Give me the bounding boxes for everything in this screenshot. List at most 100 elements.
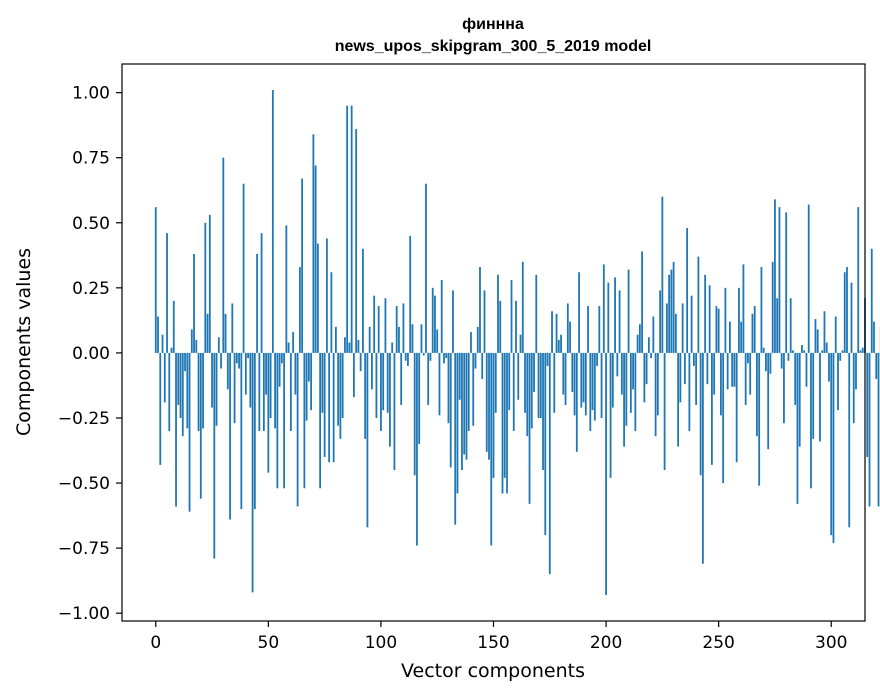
x-axis-ticks: 0 50 100 150 200 250 300 bbox=[150, 621, 847, 653]
bar bbox=[661, 196, 664, 353]
bar bbox=[650, 352, 653, 359]
bar bbox=[859, 350, 862, 353]
bar bbox=[609, 352, 612, 478]
bar bbox=[271, 90, 274, 353]
bar bbox=[771, 261, 774, 353]
bar bbox=[391, 342, 394, 353]
bar bbox=[159, 352, 162, 465]
bar bbox=[440, 280, 443, 353]
bar bbox=[753, 306, 756, 353]
bar bbox=[828, 352, 830, 382]
x-tick-label: 250 bbox=[702, 633, 734, 653]
bar bbox=[600, 352, 603, 418]
bar bbox=[785, 212, 788, 353]
bar bbox=[598, 306, 601, 353]
bar bbox=[357, 339, 360, 353]
bar bbox=[425, 183, 427, 353]
bar bbox=[222, 157, 225, 353]
bar bbox=[436, 329, 439, 353]
bar bbox=[681, 303, 684, 353]
bar bbox=[747, 352, 749, 364]
bar bbox=[341, 352, 344, 418]
y-axis-ticks: −1.00 −0.75 −0.50 −0.25 0.00 0.25 0.50 0.75 1.00 bbox=[58, 84, 122, 624]
bar bbox=[535, 274, 538, 353]
bar bbox=[677, 352, 680, 447]
y-tick-label: 1.00 bbox=[72, 84, 110, 104]
bar bbox=[548, 352, 551, 575]
bar bbox=[481, 352, 484, 379]
bar bbox=[560, 334, 562, 353]
bar bbox=[717, 308, 720, 353]
bar bbox=[688, 352, 691, 431]
bar bbox=[197, 352, 200, 431]
chart-title-line-1: финнна bbox=[462, 16, 524, 33]
bar bbox=[674, 313, 677, 353]
bar bbox=[362, 248, 364, 353]
bar bbox=[530, 352, 533, 429]
bar bbox=[634, 352, 637, 431]
bar bbox=[508, 352, 511, 411]
bar bbox=[519, 334, 522, 353]
bar bbox=[220, 352, 222, 369]
bar bbox=[303, 352, 306, 489]
bar bbox=[566, 303, 569, 353]
bar bbox=[249, 352, 252, 408]
bar bbox=[280, 352, 283, 364]
bar bbox=[539, 352, 542, 418]
bar bbox=[641, 251, 644, 353]
bar bbox=[199, 352, 202, 499]
bar bbox=[206, 313, 209, 353]
bar bbox=[343, 337, 346, 353]
bar bbox=[794, 352, 797, 405]
bar bbox=[816, 329, 819, 353]
bar bbox=[760, 267, 763, 353]
bar bbox=[686, 227, 689, 353]
bar bbox=[636, 334, 639, 353]
bar bbox=[542, 352, 544, 471]
bar bbox=[242, 183, 245, 353]
bar bbox=[625, 352, 628, 426]
bar bbox=[506, 352, 508, 494]
bar bbox=[188, 352, 191, 512]
bar bbox=[488, 352, 490, 460]
bar bbox=[420, 324, 423, 353]
y-tick-label: 0.00 bbox=[72, 344, 110, 364]
bar bbox=[260, 233, 263, 353]
bar bbox=[564, 352, 567, 405]
bar bbox=[334, 326, 337, 353]
bar bbox=[645, 352, 648, 385]
bar bbox=[751, 313, 754, 353]
bar bbox=[582, 352, 585, 403]
bar bbox=[157, 316, 159, 353]
bar bbox=[380, 352, 382, 431]
bar bbox=[265, 352, 267, 395]
bar bbox=[528, 352, 531, 504]
bar bbox=[274, 352, 277, 429]
bar bbox=[447, 352, 450, 424]
bar bbox=[749, 352, 752, 395]
bar bbox=[224, 313, 227, 353]
bar bbox=[708, 285, 711, 353]
bar bbox=[278, 352, 281, 387]
chart-title-line-2: news_upos_skipgram_300_5_2019 model bbox=[335, 38, 652, 55]
bar bbox=[870, 248, 873, 353]
bar-series bbox=[154, 90, 880, 595]
bar bbox=[837, 352, 839, 411]
bar bbox=[663, 352, 666, 471]
x-tick-label: 0 bbox=[150, 633, 161, 653]
bar bbox=[638, 324, 641, 353]
bar bbox=[389, 352, 391, 447]
bar bbox=[873, 321, 875, 353]
bar bbox=[163, 352, 166, 403]
bar bbox=[262, 352, 265, 431]
bar bbox=[470, 332, 472, 353]
bar bbox=[843, 272, 846, 353]
bar bbox=[578, 272, 580, 353]
bar bbox=[312, 134, 315, 353]
bar bbox=[384, 298, 387, 353]
bar bbox=[359, 352, 362, 372]
bar bbox=[472, 352, 475, 426]
bar bbox=[409, 235, 412, 353]
bar bbox=[438, 352, 441, 416]
bar bbox=[729, 321, 731, 353]
